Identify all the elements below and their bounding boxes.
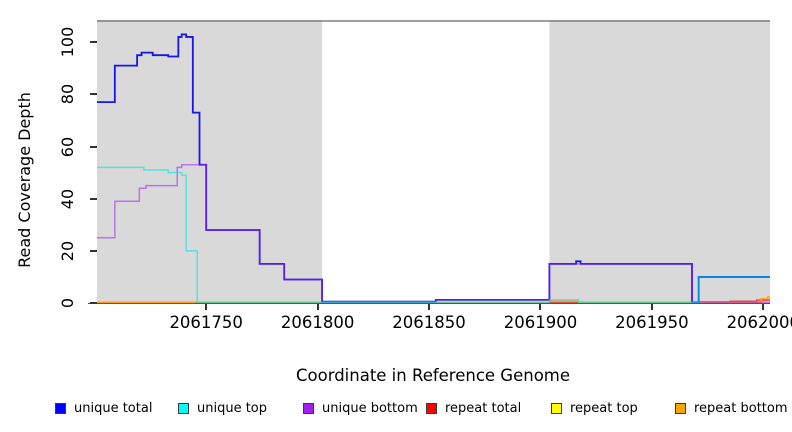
legend-label: repeat total: [445, 401, 521, 416]
y-tick-label: 100: [59, 20, 77, 64]
plot-area: Read Coverage Depth: [97, 20, 770, 303]
legend-item-repeat-total: repeat total: [426, 400, 521, 416]
x-tick: [428, 304, 430, 310]
legend-label: unique top: [197, 401, 267, 416]
legend-swatch-icon: [426, 403, 437, 414]
x-tick: [539, 304, 541, 310]
legend-label: repeat top: [570, 401, 638, 416]
legend-swatch-icon: [178, 403, 189, 414]
y-axis-title: Read Coverage Depth: [15, 70, 35, 290]
legend: unique total unique top unique bottom repea…: [0, 400, 792, 420]
legend-swatch-icon: [303, 403, 314, 414]
legend-label: repeat bottom: [694, 401, 788, 416]
x-tick: [317, 304, 319, 310]
x-tick-label: 2061850: [392, 313, 466, 332]
legend-item-repeat-bottom: repeat bottom: [675, 400, 788, 416]
y-tick: [90, 250, 97, 252]
x-axis-title: Coordinate in Reference Genome: [296, 366, 570, 385]
legend-label: unique total: [74, 401, 152, 416]
y-tick: [90, 146, 97, 148]
x-tick-label: 2061900: [504, 313, 578, 332]
shaded-region: [549, 20, 770, 303]
x-tick: [205, 304, 207, 310]
legend-swatch-icon: [675, 403, 686, 414]
x-tick-label: 2061750: [169, 313, 243, 332]
coverage-plot-figure: Read Coverage Depth 0 20 40 60 80 100 2061750…: [0, 0, 792, 432]
shaded-region: [97, 20, 322, 303]
x-tick-label: 2061950: [615, 313, 689, 332]
y-tick: [90, 41, 97, 43]
legend-label: unique bottom: [322, 401, 418, 416]
y-tick-label: 20: [59, 229, 77, 273]
x-tick-label: 2062000: [727, 313, 792, 332]
legend-swatch-icon: [551, 403, 562, 414]
legend-item-unique-total: unique total: [55, 400, 152, 416]
y-tick-label: 60: [59, 125, 77, 169]
x-tick: [651, 304, 653, 310]
legend-swatch-icon: [55, 403, 66, 414]
legend-item-unique-top: unique top: [178, 400, 267, 416]
x-tick-label: 2061800: [281, 313, 355, 332]
legend-item-unique-bottom: unique bottom: [303, 400, 418, 416]
y-tick-label: 80: [59, 72, 77, 116]
x-tick: [762, 304, 764, 310]
y-tick: [90, 93, 97, 95]
legend-item-repeat-top: repeat top: [551, 400, 638, 416]
y-tick-label: 40: [59, 177, 77, 221]
y-tick: [90, 302, 97, 304]
coverage-plot-svg: [97, 20, 770, 303]
y-tick-label: 0: [59, 281, 77, 325]
y-tick: [90, 198, 97, 200]
